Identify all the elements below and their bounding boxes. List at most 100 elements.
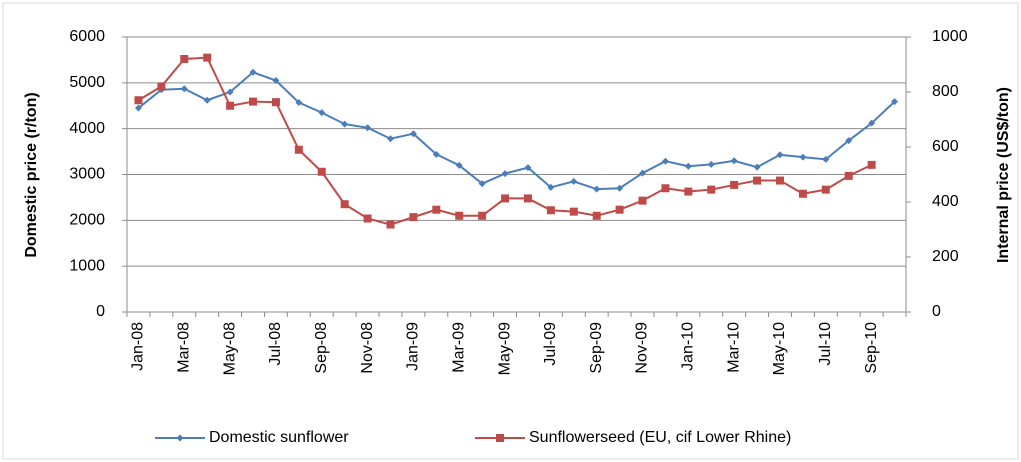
data-point bbox=[592, 211, 601, 220]
data-point bbox=[271, 98, 280, 107]
data-point bbox=[386, 135, 394, 143]
x-tick-label: Mar-08 bbox=[175, 322, 192, 373]
data-point bbox=[707, 160, 715, 168]
data-point bbox=[134, 96, 143, 105]
x-tick-label: Mar-09 bbox=[450, 322, 467, 373]
data-point bbox=[845, 137, 853, 145]
data-point bbox=[249, 97, 258, 106]
y-tick-label: 1000 bbox=[69, 257, 105, 274]
data-point bbox=[570, 177, 578, 185]
data-point bbox=[455, 211, 464, 220]
x-tick-label: Jan-09 bbox=[405, 322, 422, 371]
data-point bbox=[661, 157, 669, 165]
data-point bbox=[638, 196, 647, 205]
y2-tick-label: 800 bbox=[932, 83, 959, 100]
data-point bbox=[294, 145, 303, 154]
data-point bbox=[478, 180, 486, 188]
data-point bbox=[317, 167, 326, 176]
data-point bbox=[615, 205, 624, 214]
data-point bbox=[524, 164, 532, 172]
y2-tick-label: 0 bbox=[932, 303, 941, 320]
data-point bbox=[891, 98, 899, 106]
y-tick-label: 4000 bbox=[69, 120, 105, 137]
data-point bbox=[593, 185, 601, 193]
legend-marker bbox=[496, 434, 504, 442]
data-point bbox=[157, 82, 166, 91]
x-tick-label: Sep-09 bbox=[588, 322, 605, 374]
y2-tick-label: 400 bbox=[932, 193, 959, 210]
data-point bbox=[363, 214, 372, 223]
legend-label: Sunflowerseed (EU, cif Lower Rhine) bbox=[529, 429, 791, 446]
legend-label: Domestic sunflower bbox=[209, 429, 349, 446]
data-point bbox=[776, 151, 784, 159]
data-point bbox=[684, 162, 692, 170]
data-point bbox=[821, 185, 830, 194]
x-tick-label: Jul-09 bbox=[542, 322, 559, 366]
data-point bbox=[501, 170, 509, 178]
data-point bbox=[501, 194, 510, 203]
series-line bbox=[137, 71, 896, 191]
x-tick-label: Mar-10 bbox=[725, 322, 742, 373]
data-point bbox=[730, 180, 739, 189]
data-point bbox=[226, 88, 234, 96]
data-point bbox=[432, 150, 440, 158]
y-axis-title: Domestic price (r/ton) bbox=[23, 92, 40, 257]
x-tick-label: Sep-08 bbox=[313, 322, 330, 374]
data-point bbox=[684, 187, 693, 196]
data-point bbox=[341, 120, 349, 128]
x-tick-label: Nov-09 bbox=[634, 322, 651, 374]
data-point bbox=[775, 176, 784, 185]
data-point bbox=[569, 207, 578, 216]
data-point bbox=[455, 161, 463, 169]
data-point bbox=[616, 184, 624, 192]
data-point bbox=[226, 101, 235, 110]
data-point bbox=[639, 169, 647, 177]
data-point bbox=[318, 109, 326, 117]
data-point bbox=[180, 85, 188, 93]
data-point bbox=[547, 183, 555, 191]
data-point bbox=[730, 157, 738, 165]
data-point bbox=[844, 171, 853, 180]
data-point bbox=[753, 163, 761, 171]
data-point bbox=[203, 96, 211, 104]
data-point bbox=[272, 77, 280, 85]
x-tick-label: Jul-08 bbox=[267, 322, 284, 366]
data-point bbox=[295, 99, 303, 107]
data-point bbox=[249, 68, 257, 76]
y-tick-label: 6000 bbox=[69, 28, 105, 45]
data-point bbox=[661, 184, 670, 193]
data-point bbox=[409, 130, 417, 138]
y2-tick-label: 600 bbox=[932, 138, 959, 155]
y-tick-label: 5000 bbox=[69, 74, 105, 91]
y-tick-label: 0 bbox=[96, 303, 105, 320]
y2-tick-label: 1000 bbox=[932, 28, 968, 45]
data-point bbox=[340, 200, 349, 209]
x-tick-label: May-09 bbox=[496, 322, 513, 375]
data-point bbox=[868, 119, 876, 127]
x-tick-label: Jan-08 bbox=[130, 322, 147, 371]
data-point bbox=[478, 211, 487, 220]
data-point bbox=[707, 185, 716, 194]
x-tick-label: May-08 bbox=[221, 322, 238, 375]
data-point bbox=[134, 104, 142, 112]
data-point bbox=[546, 206, 555, 215]
x-tick-label: Nov-08 bbox=[359, 322, 376, 374]
x-tick-label: Jul-10 bbox=[817, 322, 834, 366]
legend-marker bbox=[176, 434, 184, 442]
x-tick-label: Jan-10 bbox=[680, 322, 697, 371]
data-point bbox=[798, 189, 807, 198]
data-point bbox=[753, 176, 762, 185]
y2-axis-title: Internal price (US$/ton) bbox=[995, 87, 1012, 263]
y2-tick-label: 200 bbox=[932, 248, 959, 265]
y-tick-label: 2000 bbox=[69, 212, 105, 229]
data-point bbox=[386, 220, 395, 229]
data-point bbox=[523, 194, 532, 203]
x-tick-label: May-10 bbox=[771, 322, 788, 375]
x-tick-label: Sep-10 bbox=[863, 322, 880, 374]
data-point bbox=[364, 124, 372, 132]
data-point bbox=[432, 205, 441, 214]
data-point bbox=[180, 55, 189, 63]
